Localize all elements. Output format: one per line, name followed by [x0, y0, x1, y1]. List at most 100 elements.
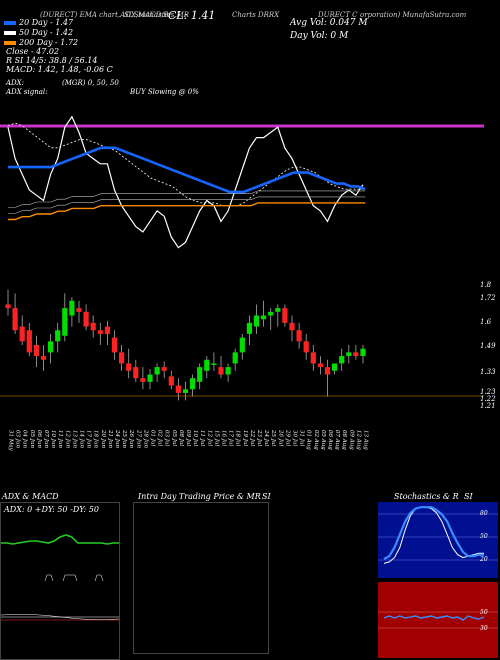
candle-body: [296, 330, 302, 342]
close-price-line: [7, 115, 364, 249]
adx-lines: [1, 534, 119, 621]
candle-body: [303, 341, 309, 353]
rsi-lines: [378, 611, 498, 629]
x-tick-label: 14 Jun: [79, 430, 85, 448]
candle-body: [83, 311, 89, 327]
stochastics-panel-title: Stochastics & R: [394, 492, 459, 501]
x-tick-label: 09 Aug: [348, 430, 354, 450]
company-name-2: orporation) MunafaSutra.com: [360, 11, 467, 19]
candle-body: [111, 337, 118, 353]
legend-buy-signal: BUY Slowing @ 0%: [130, 88, 199, 96]
x-tick-label: 16 Jul: [221, 430, 227, 446]
candle-body: [133, 367, 139, 379]
x-tick-label: 18 Jul: [235, 430, 241, 446]
si-line: SI,Stochastics,MR: [124, 11, 190, 19]
x-tick-label: 30 Jul: [292, 430, 298, 446]
ema20-line: [7, 122, 366, 207]
legend-swatch-ema50: [4, 31, 16, 35]
legend-adx: ADX:: [6, 79, 25, 87]
price-label-6: 1.23: [480, 388, 496, 396]
candle-body: [289, 322, 295, 331]
price-label-7: 1.22: [480, 395, 496, 403]
stochastics-panel: 80 50 20: [378, 502, 498, 578]
candle-body: [253, 315, 260, 327]
x-tick-label: 06 Aug: [327, 430, 333, 450]
x-tick-label: 05 Aug: [320, 430, 326, 450]
adx-panel: ADX: 0 +DY: 50 -DY: 50: [0, 502, 120, 660]
adx-small-markers: [44, 574, 104, 582]
stoch-tick-80: 80: [480, 510, 488, 517]
legend-ema200: 200 Day - 1.72: [4, 38, 78, 47]
main-chart: 31 May 03 Jun 04 Jun 05 Jun 06 Jun 07 Jun 10 J…: [0, 115, 484, 452]
x-tick-label: 24 Jun: [114, 429, 120, 448]
legend-swatch-ema20: [4, 21, 16, 25]
candle-body: [275, 308, 281, 312]
adx-readout: ADX: 0 +DY: 50 -DY: 50: [4, 505, 99, 514]
ema50-line: [8, 146, 366, 194]
candle-body: [261, 315, 267, 320]
x-tick-label: 19 Jul: [242, 430, 248, 446]
candle-body: [246, 322, 252, 334]
x-tick-label: 15 Jul: [213, 430, 219, 446]
envelope-line-2: [8, 190, 366, 208]
x-tick-label: 23 Jul: [256, 429, 262, 446]
candle-body: [332, 363, 338, 371]
price-label-2: 1.72: [480, 294, 496, 302]
candle-body: [62, 308, 68, 336]
x-tick-label: 12 Jul: [206, 430, 212, 446]
adx-line: [1, 534, 119, 545]
x-tick-label: 07 Jun: [43, 430, 49, 448]
legend-ema20: 20 Day - 1.47: [4, 18, 73, 27]
x-tick-label: 21 Jun: [107, 429, 113, 448]
x-tick-label: 13 Jun: [71, 430, 77, 448]
candle-body: [147, 374, 153, 382]
candle-body: [225, 367, 231, 375]
intraday-panel-title-suffix: SI: [262, 492, 271, 501]
x-tick-label: 02 Aug: [313, 430, 319, 450]
legend-close: Close - 47.02: [6, 47, 60, 56]
candle-body: [282, 308, 288, 323]
x-tick-label: 18 Jun: [93, 430, 99, 448]
x-tick-label: 29 Jul: [284, 429, 290, 446]
candle-body: [360, 348, 366, 357]
macd-curve: [1, 614, 119, 620]
avg-volume: Avg Vol: 0.047 M: [290, 18, 368, 28]
candle-body: [104, 326, 110, 334]
rsi-panel: 50 30: [378, 582, 498, 658]
stoch-tick-50: 50: [480, 533, 488, 540]
stoch-tick-20: 20: [480, 556, 488, 563]
price-label-5: 1.33: [480, 368, 496, 376]
candle-body: [140, 378, 146, 382]
candle-body: [346, 352, 352, 357]
candle-body: [339, 356, 345, 364]
candle-body: [175, 385, 181, 393]
x-tick-label: 04 Jun: [22, 430, 28, 448]
x-tick-label: 06 Jun: [36, 430, 42, 448]
price-label-4: 1.49: [480, 342, 496, 350]
ticker-line: (DURECT) EMA chart,ADX,MACD,B: [40, 11, 169, 19]
stochastic-line-2: [383, 506, 484, 560]
legend-ema50: 50 Day - 1.42: [4, 28, 73, 37]
x-tick-label: 25 Jul: [270, 429, 276, 446]
candle-body: [168, 376, 174, 386]
x-tick-label: 03 Jul: [164, 430, 170, 446]
candle-body: [5, 304, 11, 309]
candle-body: [48, 341, 54, 353]
legend-adx-signal: ADX signal:: [6, 88, 48, 96]
x-tick-label: 11 Jun: [57, 430, 63, 448]
x-tick-label: 24 Jul: [263, 429, 269, 446]
adx-panel-title: ADX & MACD: [2, 492, 59, 501]
x-tick-label: 22 Jul: [249, 429, 255, 446]
candle-body: [40, 356, 47, 360]
x-tick-label: 02 Jul: [157, 430, 163, 446]
candle-body: [268, 311, 274, 316]
x-tick-label: 28 Jun: [142, 429, 148, 448]
candle-body: [310, 352, 316, 364]
x-tick-label: 05 Jun: [29, 430, 35, 448]
candle-body: [218, 367, 224, 375]
candle-body: [26, 330, 32, 353]
ema200-line: [8, 202, 366, 221]
candle-body: [12, 308, 18, 331]
x-tick-label: 31 May: [8, 430, 14, 452]
candle-body: [324, 367, 331, 375]
